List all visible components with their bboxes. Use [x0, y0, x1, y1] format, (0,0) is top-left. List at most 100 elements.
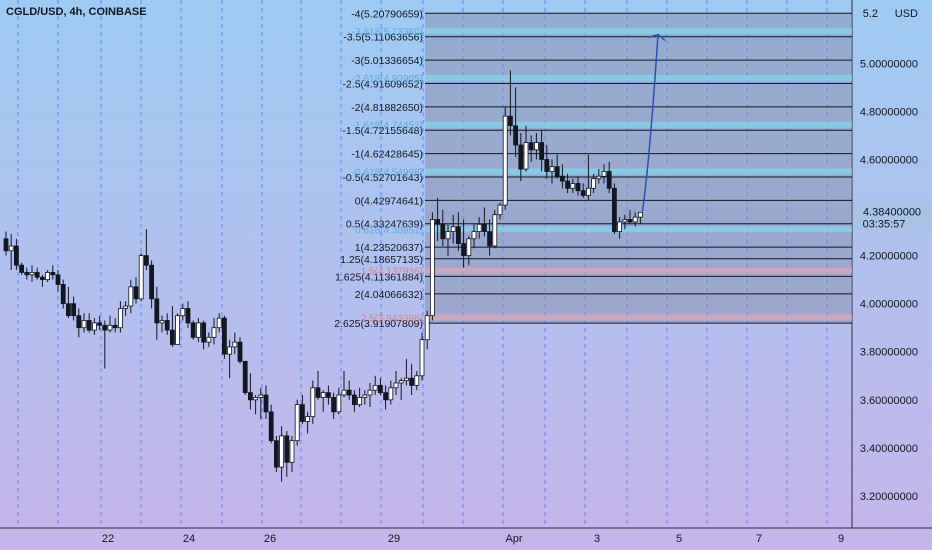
candle: [97, 315, 102, 331]
candle: [237, 337, 243, 364]
candle-body: [586, 187, 591, 196]
fib-highlight-band: [425, 28, 852, 35]
candle-body: [455, 226, 461, 244]
candle: [60, 279, 66, 309]
candle: [221, 315, 227, 359]
candle: [565, 173, 570, 194]
candle-body: [86, 320, 92, 331]
candle-body: [3, 238, 9, 252]
candle-body: [227, 346, 233, 355]
candle: [81, 313, 87, 333]
candle-body: [398, 380, 404, 384]
price-tick-label: 3.60000000: [860, 395, 918, 407]
candle-body: [445, 231, 451, 240]
candle: [310, 380, 316, 424]
candle-body: [534, 142, 539, 151]
candle: [149, 260, 155, 309]
candle: [180, 303, 186, 321]
candle: [481, 207, 487, 237]
fib-level-label: -0.5(4.52701643): [342, 172, 423, 184]
fib-faint-label: -2.618(4.93905): [352, 74, 423, 85]
candle-body: [325, 392, 331, 398]
current-price-box: [854, 203, 930, 230]
candle-body: [175, 315, 181, 345]
forecast-arrow-head: [648, 33, 666, 42]
candle: [294, 399, 300, 446]
candle: [107, 315, 113, 333]
candle: [86, 313, 92, 333]
candle: [305, 411, 311, 434]
time-tick-label: 9: [838, 533, 844, 545]
candle-body: [284, 435, 290, 463]
fib-level-label: -3(5.01336654): [351, 55, 423, 67]
candle-body: [128, 286, 134, 307]
price-tick-label: 5.00000000: [860, 58, 918, 70]
candle: [351, 390, 357, 412]
candle: [497, 202, 503, 220]
candle-body: [310, 387, 316, 418]
candle-body: [502, 115, 508, 206]
candle: [455, 212, 461, 251]
candle-body: [180, 308, 186, 317]
candle: [341, 370, 347, 398]
candle: [606, 161, 612, 194]
candle-body: [544, 159, 550, 172]
candle-body: [341, 389, 347, 396]
candle-body: [466, 238, 472, 256]
candle-body: [570, 183, 576, 189]
candle-body: [617, 221, 622, 232]
fib-level-label: -3.5(5.11063656): [343, 32, 423, 44]
candle-body: [362, 394, 368, 398]
price-tick-label: 4.60000000: [860, 154, 918, 166]
candle-body: [154, 298, 160, 324]
candle: [429, 212, 435, 321]
candle: [118, 301, 123, 333]
candle: [315, 370, 321, 400]
candle-body: [60, 284, 66, 305]
candle-body: [612, 187, 617, 232]
candle: [554, 154, 560, 179]
candle-body: [377, 384, 383, 394]
candle-body: [409, 377, 415, 386]
chart-title: CGLD/USD, 4h, COINBASE: [6, 6, 147, 18]
candle: [409, 363, 415, 396]
candle: [299, 395, 305, 424]
candle: [617, 217, 622, 239]
candle-body: [81, 320, 87, 329]
candle-body: [195, 322, 201, 338]
price-tick-label: 4.80000000: [860, 106, 918, 118]
candle-body: [8, 245, 14, 252]
candle-body: [216, 317, 222, 329]
candle-body: [66, 303, 71, 317]
candle-body: [606, 171, 612, 189]
candle: [50, 265, 56, 280]
countdown-label: 03:35:57: [863, 218, 906, 230]
candle: [466, 236, 472, 266]
candle: [154, 286, 160, 340]
candle-body: [507, 115, 513, 127]
candle-body: [388, 387, 394, 401]
current-price-label: 4.38400000: [863, 206, 921, 218]
candle: [492, 209, 498, 249]
price-tick-label: 3.80000000: [860, 347, 918, 359]
fib-highlight-band: [425, 74, 852, 81]
candle-body: [24, 272, 30, 276]
candle: [66, 286, 71, 319]
candle-body: [627, 219, 633, 223]
candle: [336, 387, 342, 415]
price-tick-label: 3.40000000: [860, 443, 918, 455]
candle: [638, 211, 643, 225]
candle-body: [29, 272, 35, 276]
candle-body: [305, 416, 311, 422]
candle: [528, 135, 534, 162]
candle-body: [471, 231, 477, 240]
candle-body: [40, 276, 45, 281]
candle: [424, 310, 430, 350]
candle: [71, 296, 76, 321]
fib-level-label: 1.625(4.11361884): [335, 271, 423, 283]
candle: [211, 318, 217, 345]
candle-body: [497, 204, 503, 216]
candle-body: [289, 440, 295, 463]
